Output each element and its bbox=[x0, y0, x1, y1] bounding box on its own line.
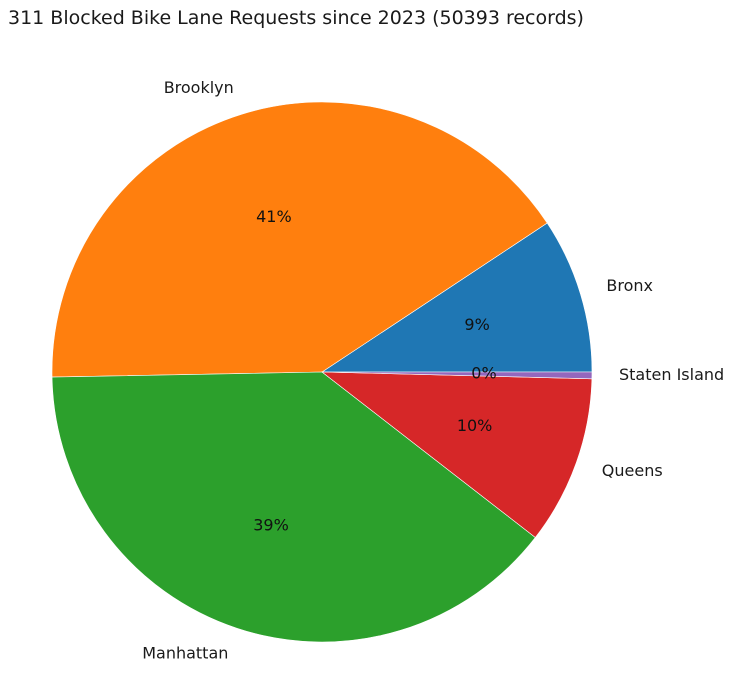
slice-label-staten-island: Staten Island bbox=[619, 365, 724, 384]
pie-slice-bronx bbox=[321, 222, 593, 373]
slice-label-queens: Queens bbox=[602, 461, 663, 480]
slice-percent-queens: 10% bbox=[457, 416, 493, 435]
slice-percent-brooklyn: 41% bbox=[256, 207, 292, 226]
pie-slice-staten-island bbox=[321, 371, 593, 380]
slice-label-brooklyn: Brooklyn bbox=[164, 78, 234, 97]
pie-slice-brooklyn bbox=[51, 101, 548, 378]
slice-label-manhattan: Manhattan bbox=[142, 643, 228, 662]
pie-slice-manhattan bbox=[51, 371, 536, 643]
slice-percent-staten-island: 0% bbox=[471, 364, 496, 383]
slice-percent-bronx: 9% bbox=[464, 315, 489, 334]
pie-slice-queens bbox=[321, 371, 593, 538]
slice-label-bronx: Bronx bbox=[606, 276, 653, 295]
chart-title: 311 Blocked Bike Lane Requests since 202… bbox=[8, 7, 584, 29]
slice-percent-manhattan: 39% bbox=[253, 515, 289, 534]
